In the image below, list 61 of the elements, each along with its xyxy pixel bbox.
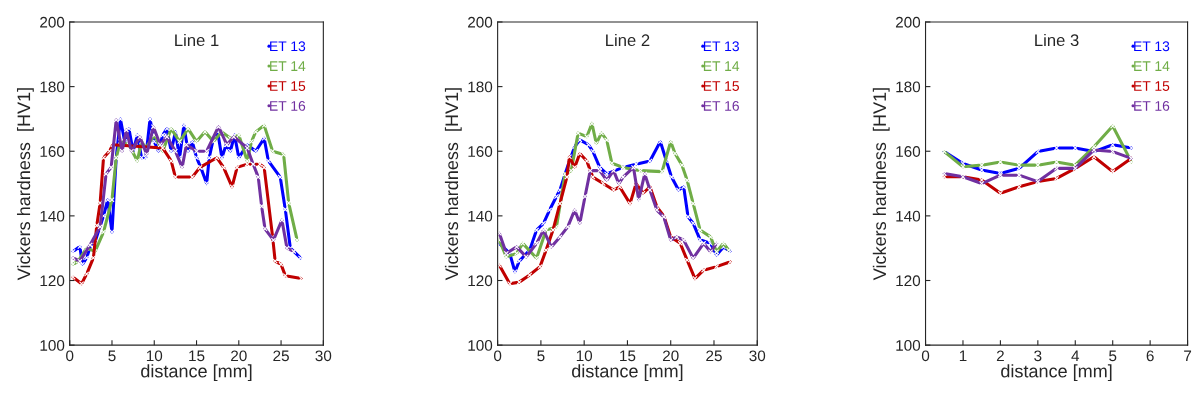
y-tick-label: 120 (468, 275, 493, 287)
legend-label: ET 13 (703, 41, 739, 52)
x-tick-label: 0 (493, 350, 502, 362)
y-tick-label: 140 (40, 210, 65, 222)
x-tick-label: 5 (1109, 350, 1117, 362)
y-tick-label: 100 (40, 340, 65, 351)
legend-label: ET 14 (1134, 61, 1170, 71)
legend-label: ET 16 (703, 100, 739, 111)
x-tick-label: 30 (749, 350, 766, 362)
x-tick-label: 5 (537, 350, 545, 362)
y-tick-label: 180 (468, 81, 493, 93)
x-tick-label: 5 (108, 350, 116, 362)
x-tick-label: 25 (273, 350, 289, 362)
x-axis-title: distance [mm] (1001, 364, 1112, 382)
y-tick-label: 120 (40, 275, 65, 287)
y-tick-label: 200 (468, 16, 493, 28)
y-tick-label: 160 (40, 146, 65, 157)
legend-label: ET 15 (1134, 81, 1170, 91)
y-tick-label: 160 (896, 146, 921, 157)
y-tick-label: 200 (40, 16, 65, 28)
y-tick-label: 140 (896, 210, 921, 222)
y-tick-label: 200 (895, 16, 921, 28)
x-tick-label: 25 (706, 350, 722, 362)
x-tick-label: 7 (1184, 350, 1192, 362)
y-tick-label: 180 (40, 81, 65, 93)
x-tick-label: 10 (146, 350, 163, 362)
y-axis-title: Vickers hardness [HV1] (444, 88, 462, 281)
x-tick-label: 1 (959, 350, 967, 362)
legend-label: ET 13 (1134, 41, 1170, 52)
x-tick-label: 20 (662, 350, 679, 362)
y-tick-label: 140 (468, 210, 493, 222)
y-tick-label: 100 (468, 340, 493, 351)
x-tick-label: 10 (576, 350, 593, 362)
text: Line 3 (1035, 33, 1079, 47)
text: Line 1 (175, 33, 219, 47)
y-tick-label: 180 (896, 81, 921, 93)
x-tick-label: 0 (66, 350, 74, 362)
legend-label: ET 16 (270, 100, 306, 111)
y-tick-label: 100 (896, 340, 921, 351)
text: Line 2 (606, 33, 650, 47)
x-tick-label: 0 (921, 350, 930, 362)
x-tick-label: 20 (231, 350, 247, 362)
x-tick-label: 4 (1071, 350, 1080, 362)
legend-label: ET 13 (270, 41, 306, 52)
legend-label: ET 16 (1134, 100, 1170, 111)
x-tick-label: 2 (996, 350, 1004, 362)
y-axis-title: Vickers hardness [HV1] (16, 88, 34, 281)
x-tick-label: 15 (189, 350, 205, 362)
y-axis-title: Vickers hardness [HV1] (872, 88, 890, 281)
legend-label: ET 15 (703, 81, 739, 91)
x-tick-label: 6 (1146, 350, 1154, 362)
y-tick-label: 120 (896, 275, 921, 287)
y-tick-label: 160 (468, 146, 493, 157)
legend-label: ET 14 (270, 61, 306, 71)
x-axis-title: distance [mm] (572, 364, 683, 382)
x-tick-label: 30 (315, 350, 332, 362)
x-axis-title: distance [mm] (141, 364, 252, 382)
x-tick-label: 15 (620, 350, 636, 362)
x-tick-label: 3 (1034, 350, 1042, 362)
legend-label: ET 14 (703, 61, 740, 71)
legend-label: ET 15 (270, 81, 306, 91)
